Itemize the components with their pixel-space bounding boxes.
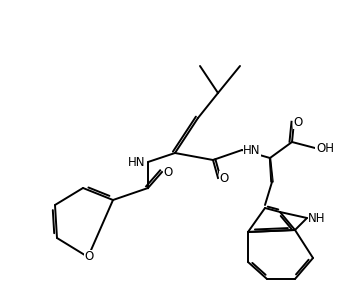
Text: O: O xyxy=(219,171,229,185)
Text: HN: HN xyxy=(128,156,146,168)
Text: O: O xyxy=(84,250,94,264)
Text: O: O xyxy=(293,116,303,129)
Text: OH: OH xyxy=(316,141,334,154)
Text: O: O xyxy=(163,165,173,178)
Text: HN: HN xyxy=(243,143,261,157)
Text: NH: NH xyxy=(308,212,326,224)
